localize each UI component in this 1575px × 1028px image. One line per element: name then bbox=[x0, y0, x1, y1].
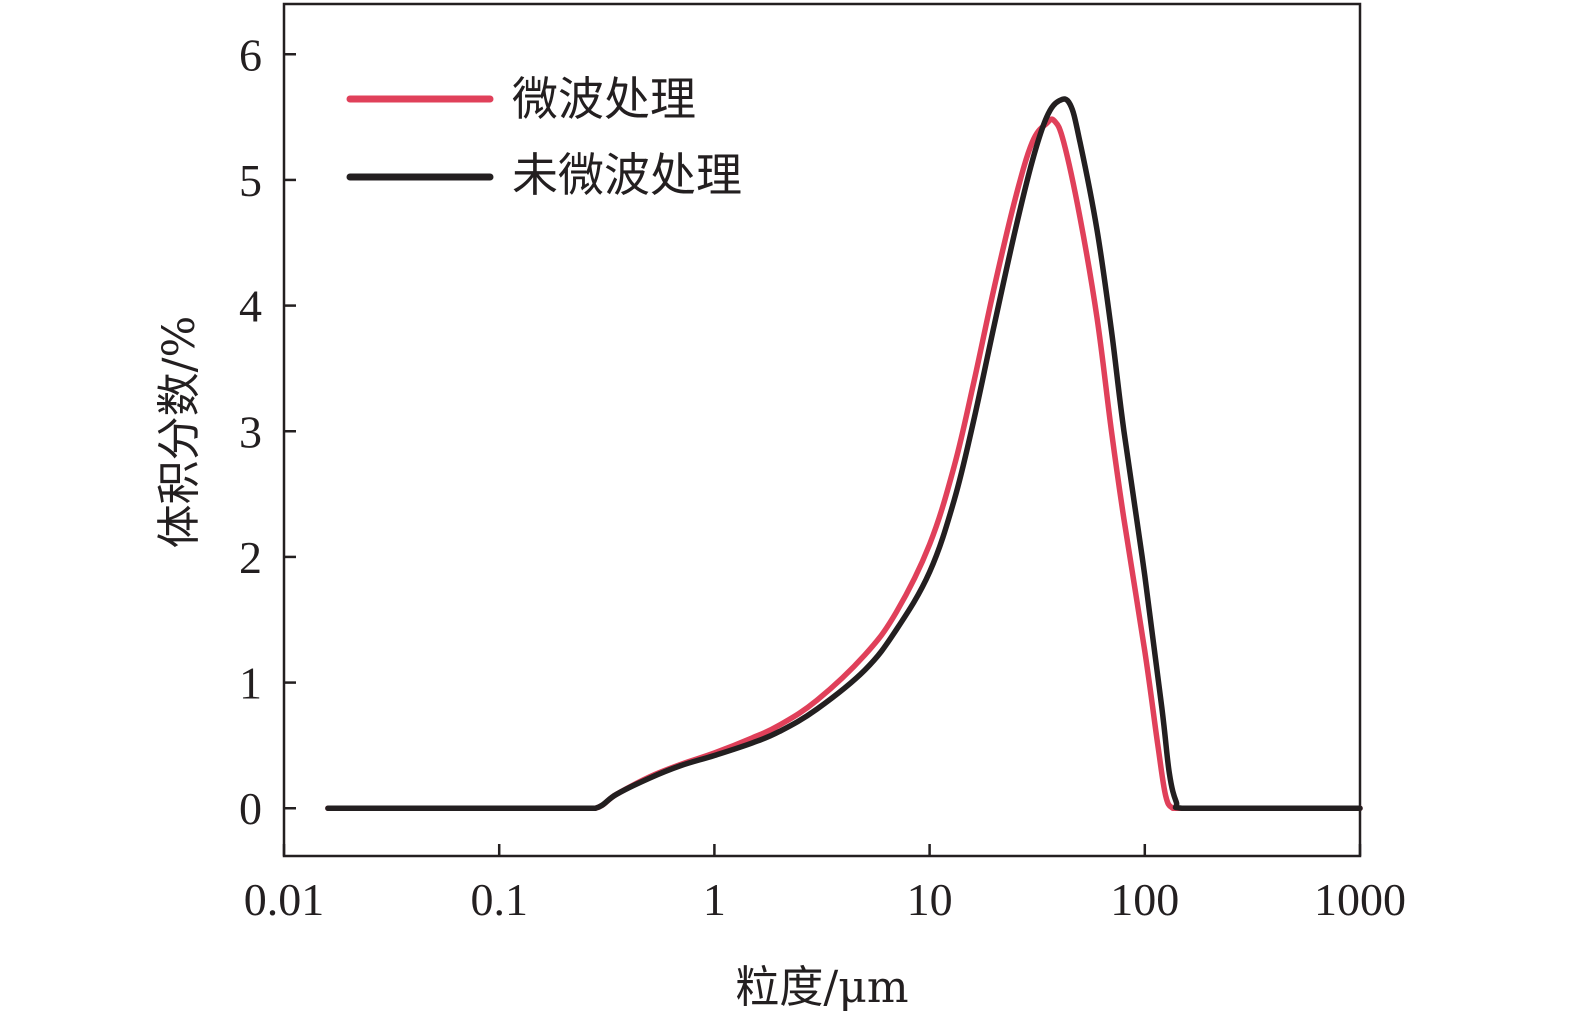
y-tick-label-4: 4 bbox=[239, 281, 262, 332]
series-line-microwave bbox=[325, 116, 1363, 812]
y-tick-label-3: 3 bbox=[239, 406, 262, 457]
y-tick-label-2: 2 bbox=[239, 532, 262, 583]
y-tick-label-6: 6 bbox=[239, 29, 262, 80]
x-tick-label-1000: 1000 bbox=[1314, 874, 1406, 925]
x-tick-label-1: 1 bbox=[703, 874, 726, 925]
plot-frame bbox=[282, 2, 1362, 858]
legend: 微波处理 未微波处理 bbox=[346, 72, 742, 202]
legend-label-microwave: 微波处理 bbox=[512, 72, 696, 126]
x-tick-label-10: 10 bbox=[907, 874, 953, 925]
y-tick-label-5: 5 bbox=[239, 155, 262, 206]
x-axis-ticks: 0.01 0.1 1 10 100 1000 bbox=[244, 844, 1406, 925]
series-line-untreated bbox=[325, 96, 1363, 812]
x-tick-label-0.01: 0.01 bbox=[244, 874, 325, 925]
x-axis-title: 粒度/μm bbox=[735, 962, 908, 1013]
x-tick-label-100: 100 bbox=[1110, 874, 1179, 925]
y-axis-ticks: 0 1 2 3 4 5 6 bbox=[239, 29, 296, 834]
y-tick-label-0: 0 bbox=[239, 783, 262, 834]
y-tick-label-1: 1 bbox=[239, 658, 262, 709]
x-tick-label-0.1: 0.1 bbox=[470, 874, 528, 925]
series-lines bbox=[325, 96, 1363, 812]
legend-label-untreated: 未微波处理 bbox=[512, 148, 742, 202]
y-axis-title: 体积分数/% bbox=[154, 316, 205, 549]
